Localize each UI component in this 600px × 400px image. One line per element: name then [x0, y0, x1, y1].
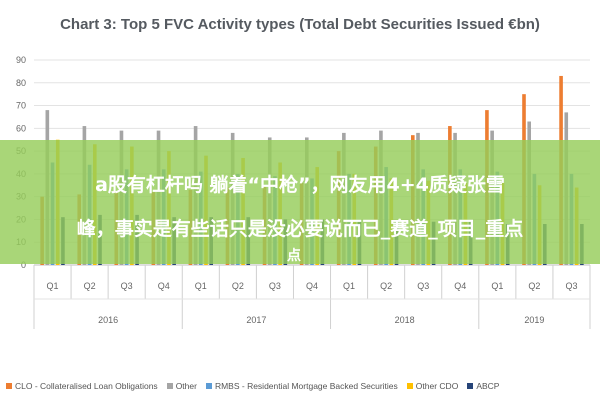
x-tick-label: Q2 — [232, 281, 244, 291]
x-tick-label: Q2 — [528, 281, 540, 291]
x-tick-label: Q1 — [491, 281, 503, 291]
legend-label: Other — [175, 381, 197, 391]
legend-item: Other — [166, 381, 197, 391]
legend-swatch — [406, 383, 413, 389]
legend-label: ABCP — [476, 381, 500, 391]
x-tick-label: Q3 — [565, 281, 577, 291]
x-tick-label: Q1 — [47, 281, 59, 291]
x-tick-label: Q4 — [158, 281, 170, 291]
x-tick-label: Q2 — [380, 281, 392, 291]
year-label: 2017 — [246, 315, 266, 325]
x-tick-label: Q1 — [195, 281, 207, 291]
x-tick-label: Q1 — [343, 281, 355, 291]
y-tick-label: 80 — [16, 78, 26, 88]
legend-item: RMBS - Residential Mortgage Backed Secur… — [205, 381, 398, 391]
legend-item: CLO - Collateralised Loan Obligations — [6, 381, 158, 391]
legend-item: ABCP — [467, 381, 499, 391]
x-tick-label: Q3 — [417, 281, 429, 291]
x-tick-label: Q4 — [306, 281, 318, 291]
legend-swatch — [166, 383, 173, 389]
legend-item: Other CDO — [406, 381, 459, 391]
legend-swatch — [205, 383, 212, 389]
x-tick-label: Q2 — [84, 281, 96, 291]
chart-legend: CLO - Collateralised Loan Obligations Oth… — [6, 378, 600, 394]
legend-label: RMBS - Residential Mortgage Backed Secur… — [214, 381, 398, 391]
x-tick-label: Q4 — [454, 281, 466, 291]
overlay-line-2: 峰，事实是有些话只是没必要说而已_赛道_项目_重点 — [76, 218, 524, 240]
legend-label: Other CDO — [415, 381, 459, 391]
overlay-line-3: 点 — [287, 248, 301, 264]
chart-title: Chart 3: Top 5 FVC Activity types (Total… — [60, 16, 540, 33]
x-tick-label: Q3 — [121, 281, 133, 291]
year-label: 2019 — [524, 315, 544, 325]
y-tick-label: 60 — [16, 123, 26, 133]
overlay-banner: a股有杠杆吗 躺着“中枪”，网友用4+4质疑张雪 峰，事实是有些话只是没必要说而… — [0, 140, 600, 264]
x-tick-label: Q3 — [269, 281, 281, 291]
y-tick-label: 90 — [16, 55, 26, 65]
y-tick-label: 0 — [21, 260, 26, 270]
year-label: 2016 — [98, 315, 118, 325]
y-tick-label: 70 — [16, 101, 26, 111]
overlay-line-1: a股有杠杆吗 躺着“中枪”，网友用4+4质疑张雪 — [95, 174, 505, 196]
legend-label: CLO - Collateralised Loan Obligations — [15, 381, 158, 391]
legend-swatch — [467, 383, 474, 389]
year-label: 2018 — [395, 315, 415, 325]
legend-swatch — [6, 383, 12, 389]
